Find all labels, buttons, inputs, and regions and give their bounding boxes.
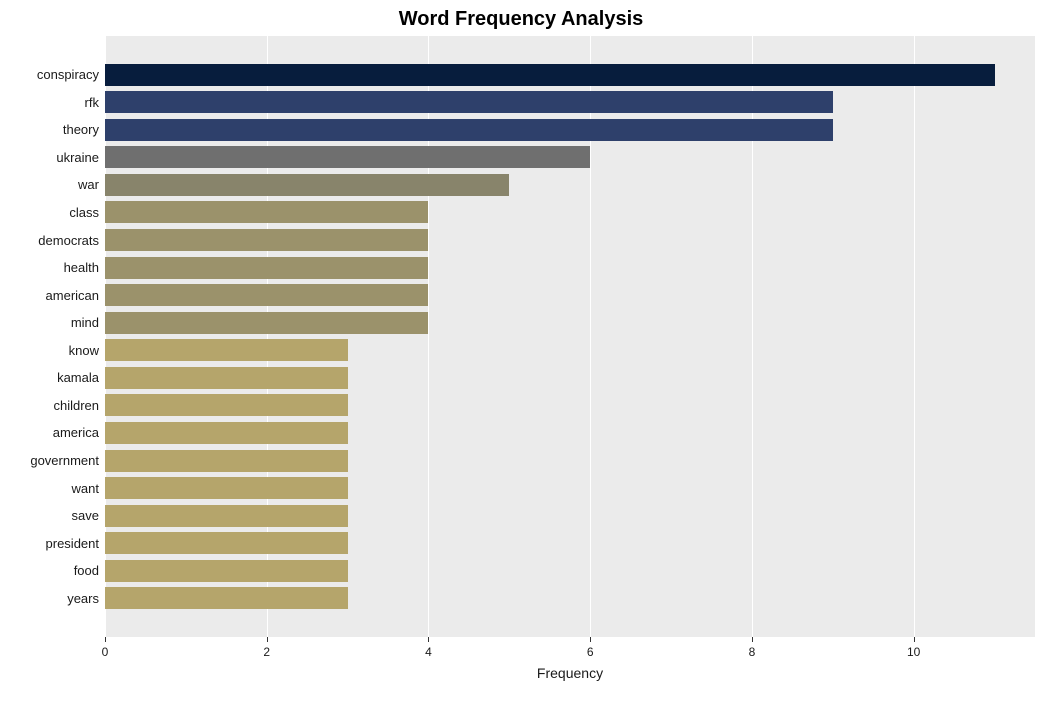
y-tick-label: class xyxy=(69,205,99,220)
plot-area xyxy=(105,36,1035,637)
bar xyxy=(105,532,348,554)
y-tick-label: know xyxy=(69,343,99,358)
y-tick-label: rfk xyxy=(85,95,99,110)
y-tick-label: want xyxy=(72,481,99,496)
y-tick-label: conspiracy xyxy=(37,67,99,82)
bar xyxy=(105,450,348,472)
bar xyxy=(105,229,428,251)
bar xyxy=(105,174,509,196)
y-tick-label: food xyxy=(74,563,99,578)
y-tick-label: democrats xyxy=(38,233,99,248)
x-tick-mark xyxy=(428,637,429,642)
bar xyxy=(105,560,348,582)
bar xyxy=(105,257,428,279)
bar xyxy=(105,339,348,361)
y-tick-label: save xyxy=(72,508,99,523)
bar xyxy=(105,312,428,334)
bar xyxy=(105,284,428,306)
bar xyxy=(105,394,348,416)
y-tick-label: health xyxy=(64,260,99,275)
y-tick-label: years xyxy=(67,591,99,606)
y-tick-label: america xyxy=(53,425,99,440)
bar xyxy=(105,64,995,86)
bar xyxy=(105,505,348,527)
y-tick-label: ukraine xyxy=(56,150,99,165)
x-tick-mark xyxy=(105,637,106,642)
x-axis-label: Frequency xyxy=(537,665,603,681)
bar xyxy=(105,587,348,609)
bar xyxy=(105,201,428,223)
x-tick-label: 2 xyxy=(263,645,270,659)
y-tick-label: children xyxy=(53,398,99,413)
x-tick-label: 4 xyxy=(425,645,432,659)
y-tick-label: theory xyxy=(63,122,99,137)
bar xyxy=(105,119,833,141)
chart-container: Word Frequency Analysis 0 2 4 6 8 10 conspirac… xyxy=(0,0,1042,701)
x-tick-mark xyxy=(752,637,753,642)
x-tick-label: 0 xyxy=(102,645,109,659)
bar xyxy=(105,91,833,113)
chart-title: Word Frequency Analysis xyxy=(0,8,1042,31)
gridline xyxy=(914,36,915,637)
x-tick-label: 10 xyxy=(907,645,920,659)
bar xyxy=(105,367,348,389)
x-tick-mark xyxy=(267,637,268,642)
bar xyxy=(105,146,590,168)
y-tick-label: american xyxy=(46,288,99,303)
y-tick-label: war xyxy=(78,177,99,192)
x-tick-mark xyxy=(590,637,591,642)
x-tick-label: 8 xyxy=(749,645,756,659)
bar xyxy=(105,477,348,499)
y-tick-label: kamala xyxy=(57,370,99,385)
x-tick-mark xyxy=(914,637,915,642)
y-tick-label: mind xyxy=(71,315,99,330)
x-tick-label: 6 xyxy=(587,645,594,659)
y-tick-label: president xyxy=(46,536,99,551)
y-tick-label: government xyxy=(30,453,99,468)
bar xyxy=(105,422,348,444)
